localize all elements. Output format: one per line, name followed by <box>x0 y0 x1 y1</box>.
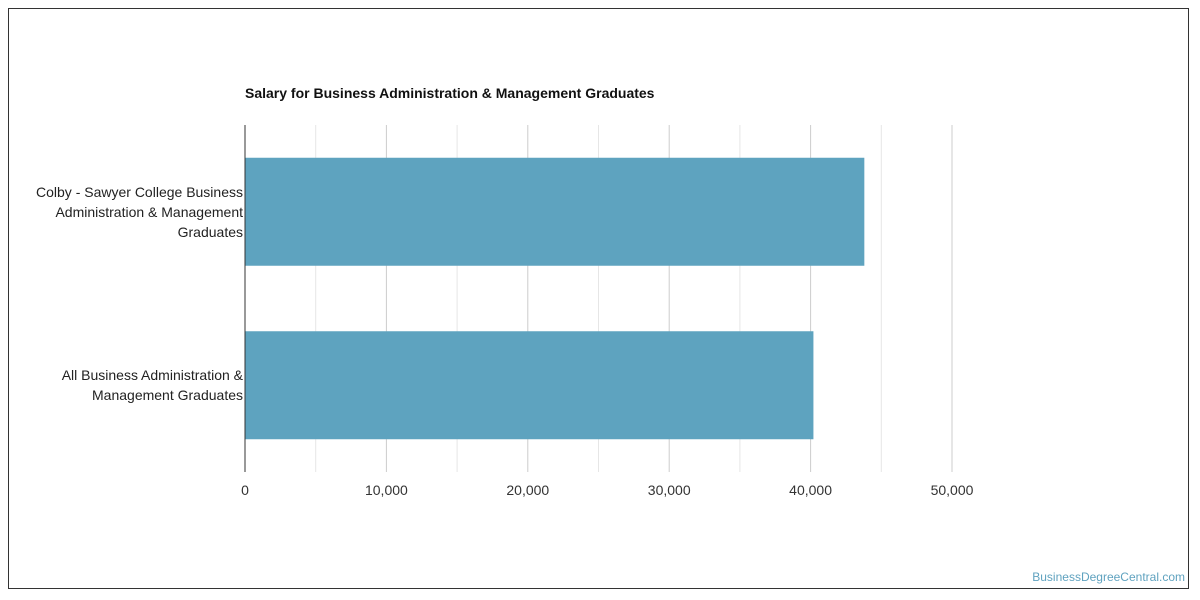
category-label-all-graduates: All Business Administration & Management … <box>8 365 243 405</box>
x-tick-label: 40,000 <box>789 482 832 498</box>
chart-title: Salary for Business Administration & Man… <box>245 85 655 101</box>
bar-0[interactable] <box>245 157 865 266</box>
x-tick-label: 0 <box>241 482 249 498</box>
watermark-link[interactable]: BusinessDegreeCentral.com <box>1032 570 1185 584</box>
x-tick-label: 30,000 <box>648 482 691 498</box>
x-tick-labels: 0 10,000 20,000 30,000 40,000 50,000 <box>241 482 974 498</box>
x-tick-label: 20,000 <box>506 482 549 498</box>
bar-1[interactable] <box>245 331 814 440</box>
category-label-line: Management Graduates <box>92 387 243 404</box>
category-label-line: Administration & Management <box>55 203 243 220</box>
category-label-line: Graduates <box>177 223 243 240</box>
x-tick-label: 10,000 <box>365 482 408 498</box>
x-tick-label: 50,000 <box>931 482 974 498</box>
category-label-colby-sawyer: Colby - Sawyer College Business Administr… <box>8 182 243 242</box>
category-label-line: Colby - Sawyer College Business <box>36 183 243 200</box>
category-label-line: All Business Administration & <box>61 367 243 384</box>
bars <box>245 157 865 440</box>
